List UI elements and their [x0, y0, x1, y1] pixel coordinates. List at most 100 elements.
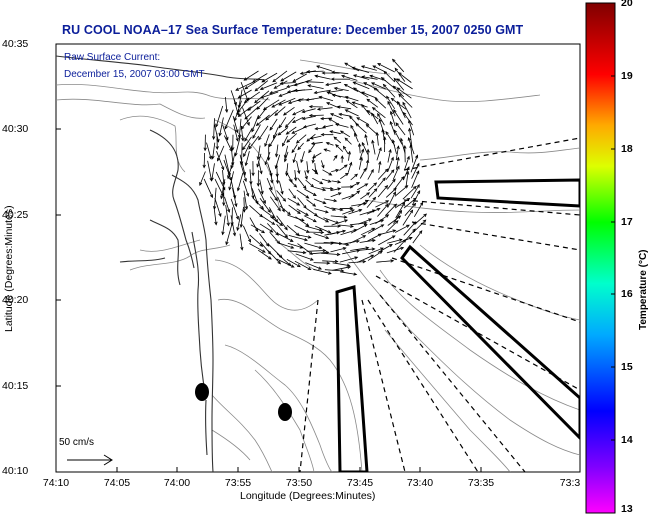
current-vector-head	[320, 116, 324, 121]
current-vector	[249, 169, 252, 185]
current-vector-head	[422, 219, 427, 224]
current-vector-head	[329, 186, 334, 191]
current-vector-head	[337, 192, 342, 196]
current-vector	[322, 169, 332, 176]
current-vector	[244, 127, 253, 142]
current-vector	[330, 113, 344, 119]
current-vector	[252, 124, 261, 139]
colorbar-tick-label: 13	[621, 503, 633, 515]
current-vector-head	[402, 101, 406, 106]
current-vector-head	[335, 144, 339, 148]
current-vector	[294, 260, 311, 270]
current-vector-head	[390, 97, 395, 102]
current-vector	[304, 188, 317, 196]
current-vector-head	[228, 176, 232, 181]
current-vector	[361, 65, 377, 71]
current-vector	[367, 224, 384, 234]
current-vector-head	[236, 187, 241, 192]
current-vector-head	[356, 182, 361, 186]
current-vector	[286, 126, 297, 135]
current-vector	[269, 196, 281, 211]
current-vector	[254, 80, 269, 92]
current-vector-head	[365, 199, 369, 204]
current-vector	[372, 140, 376, 155]
current-vector-head	[280, 190, 284, 195]
current-vector-head	[240, 246, 244, 251]
colorbar-tick-label: 16	[621, 288, 633, 300]
current-vector	[395, 157, 399, 170]
current-vector	[359, 143, 361, 154]
current-vector-head	[382, 177, 386, 181]
current-vector	[395, 224, 410, 233]
current-vector	[359, 149, 364, 161]
current-vector	[288, 204, 301, 214]
current-vector-head	[212, 136, 216, 141]
current-vector	[230, 90, 237, 106]
current-vector	[216, 151, 224, 170]
current-vector-head	[313, 90, 318, 95]
current-vector-head	[225, 241, 229, 246]
current-vector-head	[321, 164, 325, 169]
current-vector-head	[228, 186, 232, 191]
current-vector	[381, 77, 395, 89]
current-vector-head	[330, 77, 335, 81]
current-vector-head	[258, 136, 262, 141]
current-vector	[341, 75, 358, 81]
current-vector-head	[231, 162, 235, 167]
current-vector	[357, 200, 369, 208]
current-vector-head	[254, 99, 258, 104]
current-vector	[346, 100, 358, 109]
current-vector	[224, 196, 230, 213]
current-vector	[313, 268, 332, 274]
current-vector-head	[375, 131, 379, 136]
current-vector	[303, 123, 317, 128]
current-vector-head	[392, 229, 397, 233]
current-vector	[393, 78, 405, 91]
current-vector	[326, 142, 334, 146]
current-vector	[303, 215, 317, 223]
current-vector-head	[337, 224, 342, 228]
current-vector	[283, 106, 295, 116]
current-vector-head	[402, 111, 407, 116]
current-vector	[377, 185, 388, 198]
current-vector	[247, 100, 261, 111]
current-vector	[324, 205, 336, 211]
current-vector	[213, 206, 217, 225]
current-vector	[276, 215, 288, 231]
current-vector	[394, 198, 410, 209]
current-vector	[393, 109, 404, 125]
current-vector-head	[394, 220, 399, 224]
current-vector	[312, 152, 322, 159]
current-vector-head	[214, 221, 218, 226]
current-vector-head	[416, 170, 420, 175]
current-vector	[259, 214, 275, 225]
colorbar-tick-label: 20	[621, 0, 633, 9]
current-vector	[249, 217, 259, 232]
current-vector-head	[368, 218, 373, 222]
current-vector	[240, 116, 252, 130]
current-vector-head	[225, 136, 229, 141]
current-vector-head	[307, 84, 312, 88]
current-vector	[238, 89, 243, 108]
current-vector	[330, 215, 347, 218]
current-vector-head	[398, 93, 402, 98]
current-vector-head	[235, 216, 239, 220]
current-vector	[243, 70, 259, 81]
current-vector-head	[361, 103, 365, 108]
current-vector	[360, 192, 370, 200]
current-vector-head	[327, 230, 332, 234]
current-vector	[297, 142, 304, 150]
current-vector-head	[269, 186, 273, 191]
current-vector-head	[275, 153, 279, 158]
current-vector-head	[354, 132, 358, 137]
current-vector	[342, 250, 360, 255]
current-vector-head	[365, 124, 370, 128]
current-vector	[310, 135, 322, 139]
current-vector	[353, 87, 369, 98]
current-vector-head	[314, 212, 318, 217]
current-vector-head	[312, 203, 317, 207]
current-vector-head	[305, 195, 310, 199]
current-vector-head	[363, 82, 368, 86]
current-vector	[355, 123, 367, 134]
current-vector	[286, 224, 300, 236]
